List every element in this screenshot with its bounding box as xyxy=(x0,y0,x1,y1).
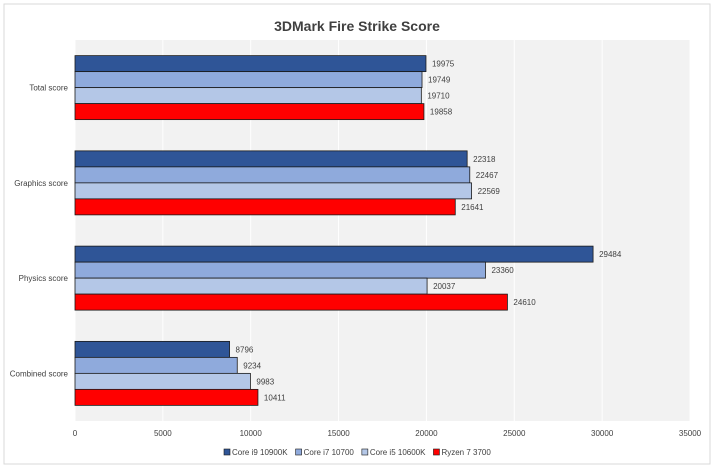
bar xyxy=(74,166,471,184)
legend-label: Core i9 10900K xyxy=(232,448,288,457)
data-label: 21641 xyxy=(461,203,484,212)
legend-label: Core i5 10600K xyxy=(370,448,426,457)
category-label: Physics score xyxy=(19,274,69,283)
data-label: 24610 xyxy=(513,298,536,307)
data-label: 8796 xyxy=(236,345,254,354)
bar xyxy=(74,87,422,105)
x-tick-label: 25000 xyxy=(503,429,526,438)
x-tick-label: 15000 xyxy=(327,429,350,438)
data-label: 22318 xyxy=(473,155,496,164)
bar xyxy=(74,388,259,406)
bar xyxy=(74,293,508,311)
bar xyxy=(74,340,230,358)
bar xyxy=(74,245,594,263)
data-label: 29484 xyxy=(599,250,622,259)
legend-item: Core i5 10600K xyxy=(361,448,426,457)
data-label: 19749 xyxy=(428,76,451,85)
bar xyxy=(74,55,427,73)
data-label: 22467 xyxy=(476,171,499,180)
legend-swatch xyxy=(295,448,302,456)
bar xyxy=(74,150,468,168)
x-tick-label: 30000 xyxy=(591,429,614,438)
legend-item: Core i7 10700 xyxy=(295,448,355,457)
category-label: Graphics score xyxy=(14,179,68,188)
x-tick-label: 0 xyxy=(73,429,78,438)
bar xyxy=(74,198,456,216)
data-label: 20037 xyxy=(433,282,456,291)
x-tick-label: 35000 xyxy=(679,429,702,438)
legend-label: Ryzen 7 3700 xyxy=(441,448,491,457)
bar xyxy=(74,103,425,121)
category-label: Total score xyxy=(29,84,68,93)
chart-title: 3DMark Fire Strike Score xyxy=(274,18,440,34)
data-label: 19710 xyxy=(427,92,450,101)
bar xyxy=(74,182,472,200)
legend-label: Core i7 10700 xyxy=(304,448,355,457)
bar xyxy=(74,356,238,374)
x-tick-label: 10000 xyxy=(240,429,263,438)
legend-item: Core i9 10900K xyxy=(223,448,288,457)
data-label: 9234 xyxy=(243,361,261,370)
legend-item: Ryzen 7 3700 xyxy=(433,448,491,457)
data-label: 19858 xyxy=(430,108,453,117)
x-tick-label: 5000 xyxy=(154,429,172,438)
data-label: 19975 xyxy=(432,60,455,69)
bar xyxy=(74,261,486,279)
legend-swatch xyxy=(361,448,369,456)
x-tick-label: 20000 xyxy=(415,429,438,438)
legend-swatch xyxy=(223,448,231,456)
data-label: 10411 xyxy=(264,393,286,402)
bar xyxy=(74,71,423,89)
data-label: 22569 xyxy=(478,187,501,196)
bar xyxy=(74,277,428,295)
data-label: 23360 xyxy=(491,266,514,275)
data-label: 9983 xyxy=(256,377,274,386)
bar xyxy=(74,372,251,390)
category-label: Combined score xyxy=(10,369,69,378)
legend-swatch xyxy=(433,448,440,456)
